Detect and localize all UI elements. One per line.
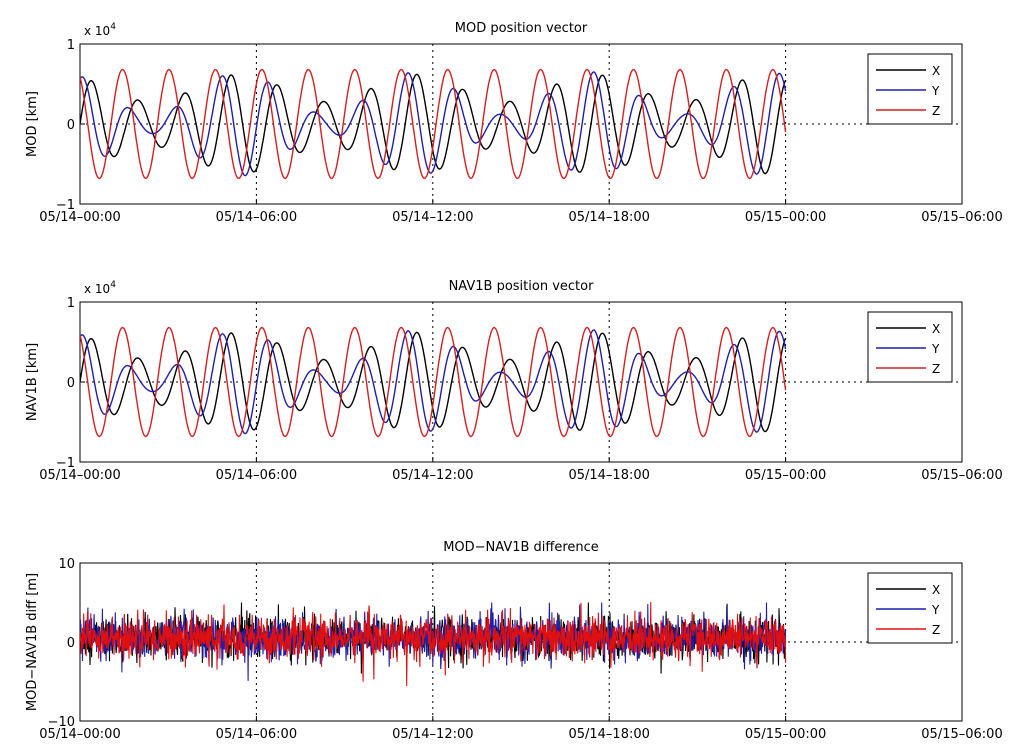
legend-label-x: X [932, 583, 940, 597]
y-tick-label: 1 [67, 296, 75, 311]
legend-box [867, 572, 953, 644]
series-line-y [80, 71, 787, 177]
y-tick-label: 0 [67, 636, 75, 651]
legend: XYZ [867, 572, 953, 644]
x-tick-label: 05/14–06:00 [216, 727, 297, 742]
y-tick-label: −1 [56, 198, 75, 213]
legend-label-y: Y [931, 84, 940, 98]
y-tick-label: −10 [48, 715, 75, 730]
series-line-z [80, 68, 787, 180]
series-line-y [80, 329, 787, 435]
y-axis-label: MOD [km] [25, 91, 40, 157]
y-multiplier: x 104 [84, 280, 116, 296]
y-tick-label: 1 [67, 38, 75, 53]
y-tick-label: −1 [56, 456, 75, 471]
y-tick-label: 10 [58, 557, 75, 572]
x-tick-label: 05/14–12:00 [392, 468, 473, 483]
series-line-z [80, 601, 787, 687]
y-axis-label: NAV1B [km] [25, 343, 40, 421]
x-tick-label: 05/14–00:00 [39, 727, 120, 742]
x-tick-label: 05/14–00:00 [39, 468, 120, 483]
x-tick-label: 05/14–18:00 [568, 468, 649, 483]
y-tick-label: 0 [67, 118, 75, 133]
chart-title: NAV1B position vector [449, 279, 595, 294]
legend-box [867, 53, 953, 125]
chart-panel-3: 05/14–00:00 05/14–06:00 05/14–12:00 05/14–1… [25, 540, 1003, 742]
x-tick-label: 05/14–06:00 [216, 210, 297, 225]
x-tick-label: 05/14–12:00 [392, 210, 473, 225]
x-tick-label: 05/15–06:00 [921, 727, 1002, 742]
chart-title: MOD position vector [455, 21, 588, 36]
chart-panel-1: 05/14–00:00 05/14–06:00 05/14–12:00 05/14–1… [25, 21, 1003, 225]
x-tick-label: 05/15–06:00 [921, 468, 1002, 483]
legend-box [867, 311, 953, 383]
x-tick-label: 05/15–06:00 [921, 210, 1002, 225]
x-tick-label: 05/14–18:00 [568, 210, 649, 225]
legend-label-z: Z [932, 362, 940, 376]
legend-label-x: X [932, 64, 940, 78]
legend-label-z: Z [932, 623, 940, 637]
legend: XYZ [867, 311, 953, 383]
chart-panel-2: 05/14–00:00 05/14–06:00 05/14–12:00 05/14–1… [25, 279, 1003, 483]
legend-label-y: Y [931, 342, 940, 356]
x-tick-label: 05/15–00:00 [745, 468, 826, 483]
y-multiplier: x 104 [84, 22, 116, 38]
legend-label-z: Z [932, 104, 940, 118]
series-line-z [80, 326, 787, 438]
y-tick-label: 0 [67, 376, 75, 391]
x-tick-label: 05/14–00:00 [39, 210, 120, 225]
chart-title: MOD−NAV1B difference [443, 540, 599, 555]
x-tick-label: 05/14–06:00 [216, 468, 297, 483]
x-tick-label: 05/14–18:00 [568, 727, 649, 742]
y-axis-label: MOD−NAV1B diff [m] [25, 573, 40, 711]
legend-label-x: X [932, 322, 940, 336]
legend-label-y: Y [931, 603, 940, 617]
legend: XYZ [867, 53, 953, 125]
x-tick-label: 05/15–00:00 [745, 210, 826, 225]
x-tick-label: 05/15–00:00 [745, 727, 826, 742]
x-tick-label: 05/14–12:00 [392, 727, 473, 742]
